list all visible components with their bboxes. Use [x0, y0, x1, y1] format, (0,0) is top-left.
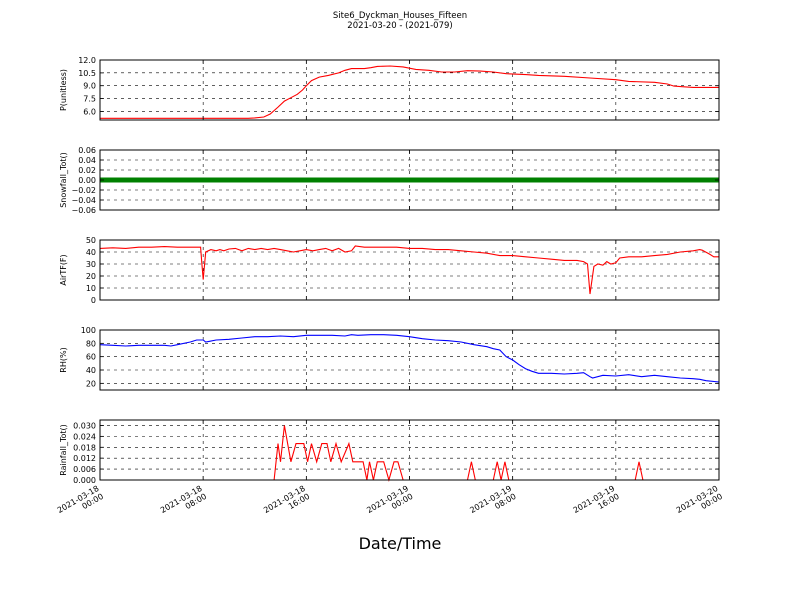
- y-tick-label: 10: [86, 284, 96, 293]
- y-tick-label: 80: [86, 339, 96, 348]
- y-tick-label: 0.006: [73, 465, 96, 474]
- series-line-0: [100, 65, 719, 119]
- y-tick-label: 100: [81, 326, 96, 335]
- figure-subtitle: 2021-03-20 - (2021-079): [347, 21, 453, 31]
- y-tick-label: 0.04: [78, 156, 96, 165]
- y-tick-label: 20: [86, 272, 96, 281]
- y-tick-label: 50: [86, 236, 96, 245]
- y-axis-label-2: AirTF(F): [59, 254, 68, 285]
- y-tick-label: 0.024: [73, 432, 96, 441]
- figure-title: Site6_Dyckman_Houses_Fifteen: [332, 11, 468, 21]
- y-tick-label: 40: [86, 366, 96, 375]
- x-tick-label: 2021-03-1916:00: [572, 484, 621, 523]
- y-tick-label: 30: [86, 260, 96, 269]
- series-line-2: [99, 245, 719, 295]
- x-tick-label: 2021-03-1816:00: [262, 484, 311, 523]
- y-axis-label-1: Snowfall_Tot(): [59, 152, 68, 208]
- y-axis-label-3: RH(%): [59, 347, 68, 372]
- y-tick-label: 6.0: [83, 107, 96, 116]
- y-axis-label-0: P(unitless): [59, 69, 68, 111]
- y-tick-label: 60: [86, 353, 96, 362]
- y-tick-label: 0.06: [78, 146, 96, 155]
- y-tick-label: 12.0: [78, 56, 96, 65]
- y-tick-label: 0.000: [73, 476, 96, 485]
- x-axis-label: Date/Time: [358, 534, 442, 553]
- y-tick-label: 0.012: [73, 454, 96, 463]
- y-axis-label-4: Rainfall_Tot(): [59, 424, 68, 476]
- x-tick-label: 2021-03-1800:00: [56, 484, 105, 523]
- x-tick-label: 2021-03-1900:00: [365, 484, 414, 523]
- y-tick-label: 9.0: [83, 82, 96, 91]
- y-tick-label: 0.030: [73, 421, 96, 430]
- x-tick-label: 2021-03-1808:00: [159, 484, 208, 523]
- x-tick-label: 2021-03-2000:00: [675, 484, 724, 523]
- y-tick-label: 0.00: [78, 176, 96, 185]
- x-tick-label: 2021-03-1908:00: [468, 484, 517, 523]
- y-tick-label: 7.5: [83, 95, 96, 104]
- y-tick-label: 0.018: [73, 443, 96, 452]
- y-tick-label: 20: [86, 379, 96, 388]
- y-tick-label: −0.06: [71, 206, 96, 215]
- series-line-3: [99, 334, 720, 383]
- y-tick-label: 0.02: [78, 166, 96, 175]
- y-tick-label: 0: [91, 296, 96, 305]
- y-tick-label: 10.5: [78, 69, 96, 78]
- y-tick-label: −0.02: [71, 186, 96, 195]
- y-tick-label: 40: [86, 248, 96, 257]
- y-tick-label: −0.04: [71, 196, 96, 205]
